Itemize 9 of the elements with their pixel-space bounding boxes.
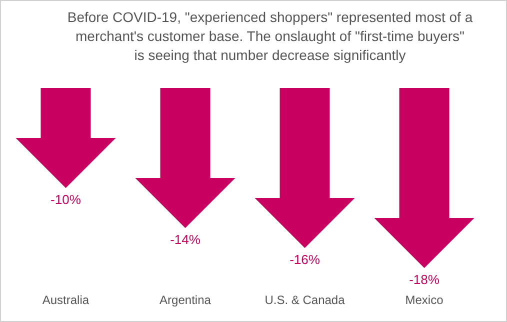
data-label: -14% bbox=[170, 232, 201, 247]
x-tick-label: Mexico bbox=[405, 293, 444, 307]
x-tick-label: Australia bbox=[42, 293, 90, 307]
data-label: -18% bbox=[409, 272, 440, 287]
data-label: -10% bbox=[50, 192, 82, 207]
x-tick-label: U.S. & Canada bbox=[264, 293, 346, 307]
x-tick-label: Argentina bbox=[160, 293, 212, 307]
chart-title: Before COVID-19, "experienced shoppers" represented most of a merchant's customer base. The onslaught of "first-time buyers" is seeing that number decrease significantly bbox=[67, 9, 473, 63]
data-label: -16% bbox=[290, 252, 320, 267]
